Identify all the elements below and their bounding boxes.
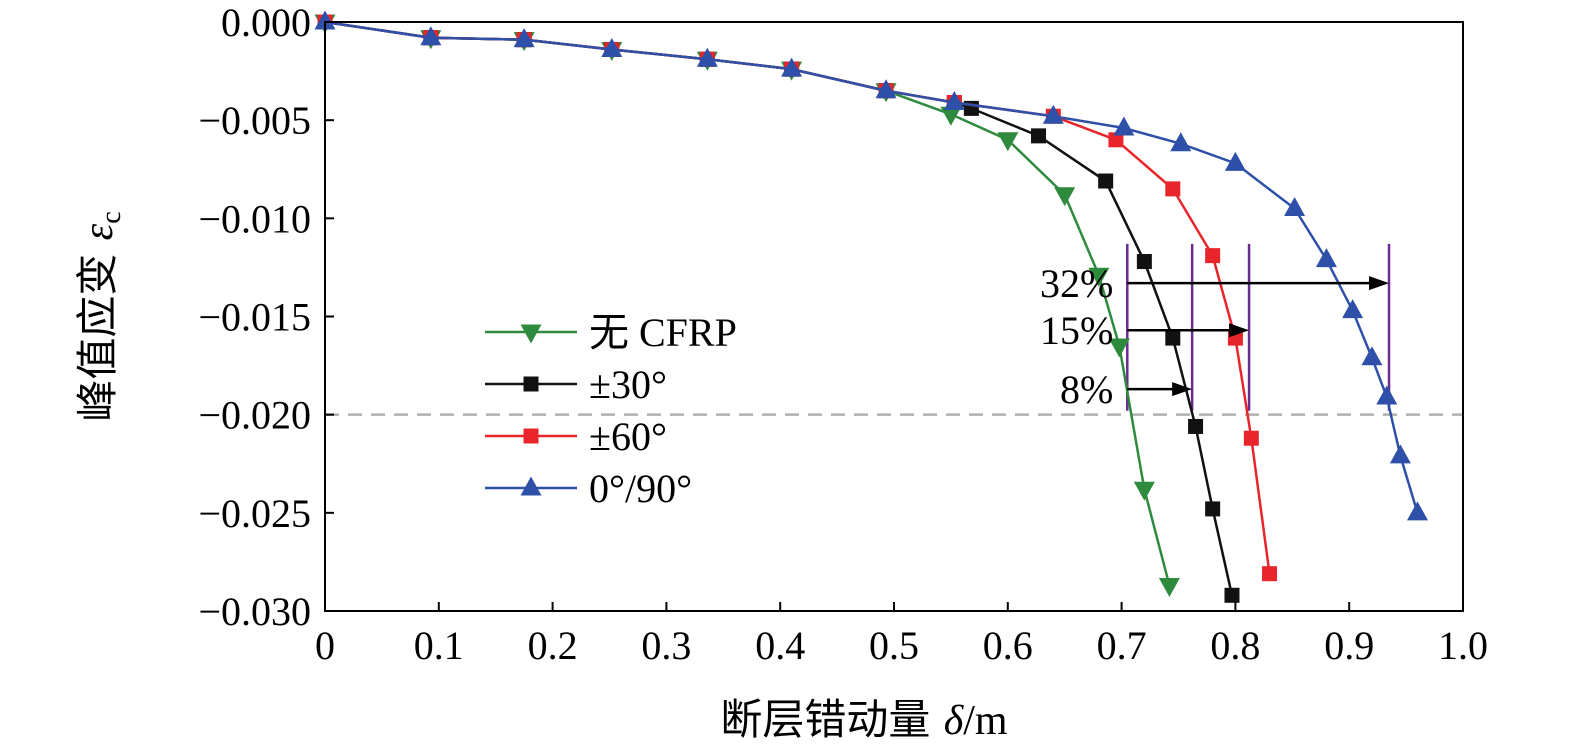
x-tick-label: 0 [315, 623, 335, 668]
arrow-head [1172, 382, 1193, 397]
annotation-layer: 32%15% 8% [1040, 261, 1390, 412]
annotation-arrow: 8% [1060, 367, 1193, 412]
data-point [601, 37, 623, 57]
series-4 [314, 10, 1428, 521]
data-point [940, 106, 962, 126]
data-point [1165, 181, 1181, 197]
y-tick-label: −0.015 [198, 295, 311, 340]
y-axis-title: 峰值应变 εc [73, 211, 127, 421]
x-tick-label: 0.5 [869, 623, 919, 668]
data-point [420, 26, 442, 46]
y-tick-label: −0.010 [198, 196, 311, 241]
data-point [1088, 267, 1110, 287]
data-point [513, 28, 535, 48]
x-axis-title-text: 断层错动量 [720, 695, 943, 744]
legend-label: ±60° [589, 414, 667, 459]
legend-label: 0°/90° [589, 466, 692, 511]
data-point [1170, 132, 1192, 152]
data-point [1042, 104, 1064, 124]
data-point [1113, 116, 1135, 136]
data-point [696, 47, 718, 67]
data-point [781, 57, 803, 77]
y-tick-label: −0.020 [198, 393, 311, 438]
data-point [1165, 330, 1181, 346]
y-axis-title-symbol: ε [76, 223, 122, 240]
data-point [1031, 128, 1047, 144]
annotation-arrow: 32% [1040, 261, 1390, 306]
data-point [1406, 501, 1428, 521]
data-point [1205, 248, 1221, 264]
data-point [1188, 418, 1204, 434]
x-tick-label: 0.3 [641, 623, 691, 668]
data-point [1205, 501, 1221, 517]
legend-item: 无 CFRP [485, 310, 737, 355]
data-point [1243, 430, 1259, 446]
data-point [1158, 577, 1180, 597]
data-point [1054, 187, 1076, 207]
data-point [1136, 254, 1152, 270]
legend-marker [520, 324, 542, 344]
data-point [1224, 587, 1240, 603]
x-tick-label: 0.8 [1210, 623, 1260, 668]
data-point [1315, 248, 1337, 268]
legend-label: ±30° [589, 362, 667, 407]
legend-item: ±60° [485, 414, 667, 459]
plot-area-frame [324, 21, 1464, 612]
x-tick-label: 0.7 [1097, 623, 1147, 668]
x-tick-label: 0.9 [1324, 623, 1374, 668]
legend-marker [523, 376, 539, 392]
y-tick-label: −0.030 [198, 589, 311, 634]
legend-item: 0°/90° [485, 466, 692, 511]
y-axis-title-subscript: c [96, 211, 127, 223]
legend-item: ±30° [485, 362, 667, 407]
data-point [1224, 151, 1246, 171]
data-point [943, 90, 965, 110]
x-tick-label: 1.0 [1438, 623, 1488, 668]
y-tick-label: −0.025 [198, 491, 311, 536]
legend-marker [520, 476, 542, 496]
data-point [875, 79, 897, 99]
x-tick-label: 0.4 [755, 623, 805, 668]
annotation-vertical-lines [1126, 243, 1391, 411]
data-point [1389, 444, 1411, 464]
arrow-head [1229, 323, 1250, 338]
x-axis-title-symbol: δ [944, 698, 965, 744]
y-tick-label: −0.005 [198, 98, 311, 143]
y-axis-title-text: 峰值应变 [73, 240, 122, 421]
data-point [1098, 173, 1114, 189]
data-point [1284, 197, 1306, 217]
legend-label: 无 CFRP [589, 310, 737, 355]
legend: 无 CFRP ±30° ±60° 0°/90° [485, 310, 737, 511]
x-tick-label: 0.2 [528, 623, 578, 668]
data-point [1108, 132, 1124, 148]
y-axis-ticks: 0.000 −0.005 −0.010 −0.015 −0.020 −0.025 −0.03… [198, 0, 334, 634]
data-point [314, 10, 336, 30]
data-point [1108, 338, 1130, 358]
x-axis-title: 断层错动量 δ/m [720, 695, 1008, 744]
annotation-label: 32% [1040, 261, 1113, 306]
data-point [1262, 566, 1278, 582]
data-point [1133, 481, 1155, 501]
axes-layer [324, 21, 1464, 612]
data-point [1361, 346, 1383, 366]
legend-marker [523, 428, 539, 444]
data-point [997, 132, 1019, 152]
series-3 [317, 14, 1278, 582]
x-axis-ticks: 0 0.1 0.2 0.3 0.4 0.5 0.6 0.7 0.8 0.9 1.0 [315, 602, 1488, 668]
data-point [1342, 299, 1364, 319]
annotation-label: 8% [1060, 367, 1113, 412]
series-layer [314, 10, 1428, 603]
y-tick-label: 0.000 [221, 0, 311, 45]
annotation-label: 15% [1040, 308, 1113, 353]
arrow-head [1369, 276, 1390, 291]
data-point [1376, 385, 1398, 405]
x-tick-label: 0.1 [414, 623, 464, 668]
x-axis-title-unit: /m [963, 698, 1008, 744]
x-tick-label: 0.6 [983, 623, 1033, 668]
annotation-arrow: 15% [1040, 308, 1250, 353]
